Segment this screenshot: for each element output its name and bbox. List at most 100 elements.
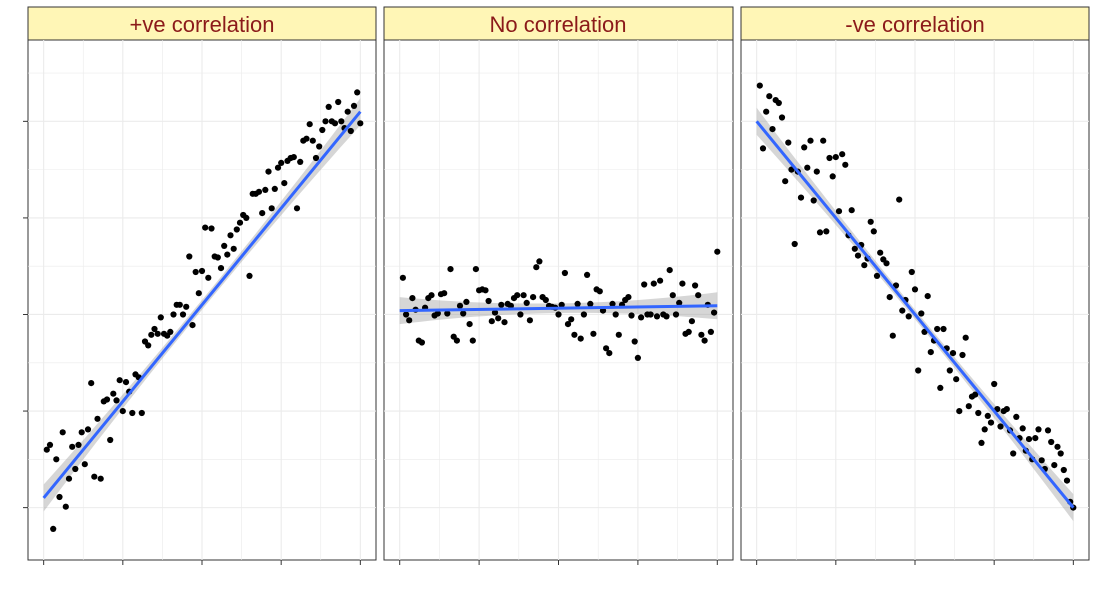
data-point bbox=[221, 242, 228, 249]
data-point bbox=[953, 376, 960, 383]
data-point bbox=[580, 311, 588, 318]
data-point bbox=[848, 207, 855, 214]
data-point bbox=[145, 342, 152, 349]
facet-strip bbox=[27, 6, 377, 41]
data-point bbox=[555, 311, 562, 318]
data-point bbox=[1032, 435, 1039, 442]
data-point bbox=[832, 154, 839, 161]
data-point bbox=[265, 168, 272, 175]
data-point bbox=[568, 316, 575, 323]
data-point bbox=[631, 338, 638, 345]
data-point bbox=[707, 328, 715, 335]
axis-ticks bbox=[399, 560, 718, 565]
data-point bbox=[246, 272, 253, 279]
data-point bbox=[797, 194, 805, 201]
data-point bbox=[456, 302, 464, 309]
data-point bbox=[883, 260, 890, 267]
data-point bbox=[322, 118, 329, 125]
data-point bbox=[259, 210, 266, 217]
data-point bbox=[807, 137, 814, 144]
data-point bbox=[587, 300, 594, 307]
data-point bbox=[403, 311, 410, 318]
data-point bbox=[1010, 450, 1017, 457]
data-point bbox=[1019, 425, 1026, 432]
data-point bbox=[110, 390, 117, 397]
data-point bbox=[701, 337, 708, 344]
data-point bbox=[469, 337, 476, 344]
data-point bbox=[498, 301, 505, 308]
data-point bbox=[1003, 406, 1010, 413]
data-point bbox=[641, 281, 648, 288]
data-point bbox=[463, 298, 470, 305]
data-point bbox=[148, 331, 155, 338]
data-point bbox=[813, 168, 820, 175]
data-point bbox=[915, 367, 922, 374]
data-point bbox=[949, 350, 957, 357]
data-point bbox=[138, 409, 145, 417]
data-point bbox=[606, 350, 613, 357]
data-points bbox=[42, 89, 364, 533]
data-point bbox=[839, 151, 846, 158]
data-point bbox=[278, 159, 285, 166]
data-point bbox=[1038, 457, 1045, 464]
data-point bbox=[778, 114, 786, 121]
data-point bbox=[820, 137, 827, 144]
data-point bbox=[306, 121, 313, 128]
data-point bbox=[997, 423, 1004, 430]
data-point bbox=[756, 82, 763, 89]
data-point bbox=[262, 186, 269, 193]
data-point bbox=[804, 164, 811, 171]
data-point bbox=[325, 103, 332, 110]
data-point bbox=[409, 295, 416, 302]
data-point bbox=[946, 367, 953, 374]
data-point bbox=[934, 325, 941, 333]
data-point bbox=[428, 292, 435, 299]
axis-ticks bbox=[23, 120, 361, 565]
facet-strip bbox=[383, 6, 734, 41]
data-point bbox=[685, 328, 692, 335]
data-point bbox=[870, 228, 877, 235]
data-point bbox=[877, 249, 884, 256]
axis-ticks bbox=[756, 560, 1074, 565]
data-point bbox=[520, 292, 527, 299]
data-point bbox=[268, 205, 275, 212]
data-point bbox=[564, 321, 572, 328]
data-point bbox=[867, 218, 874, 225]
data-point bbox=[899, 307, 906, 314]
data-point bbox=[666, 267, 673, 274]
data-point bbox=[896, 196, 903, 203]
data-point bbox=[485, 297, 492, 305]
data-point bbox=[338, 118, 345, 125]
data-point bbox=[692, 282, 699, 289]
data-point bbox=[344, 108, 351, 115]
data-point bbox=[975, 409, 982, 417]
data-point bbox=[418, 339, 425, 346]
data-point bbox=[466, 321, 473, 328]
data-point bbox=[217, 265, 225, 272]
data-point bbox=[810, 197, 817, 204]
data-point bbox=[62, 503, 69, 510]
facet-panel-positive: +ve correlation bbox=[23, 6, 377, 565]
data-point bbox=[183, 303, 190, 310]
facet-panel-none: No correlation bbox=[383, 6, 734, 565]
data-point bbox=[151, 325, 158, 333]
data-point bbox=[775, 99, 782, 107]
data-point bbox=[1013, 413, 1020, 420]
data-point bbox=[695, 292, 702, 299]
data-point bbox=[826, 154, 833, 162]
data-point bbox=[1044, 427, 1052, 434]
data-point bbox=[56, 493, 63, 501]
data-point bbox=[72, 465, 79, 473]
data-point bbox=[453, 337, 460, 344]
data-point bbox=[625, 294, 632, 301]
data-point bbox=[170, 311, 177, 318]
data-point bbox=[88, 380, 95, 387]
data-point bbox=[561, 269, 569, 277]
data-point bbox=[43, 446, 50, 453]
data-point bbox=[714, 248, 721, 255]
data-point bbox=[892, 282, 900, 289]
data-point bbox=[924, 293, 931, 300]
data-point bbox=[198, 267, 206, 275]
data-point bbox=[577, 335, 584, 342]
